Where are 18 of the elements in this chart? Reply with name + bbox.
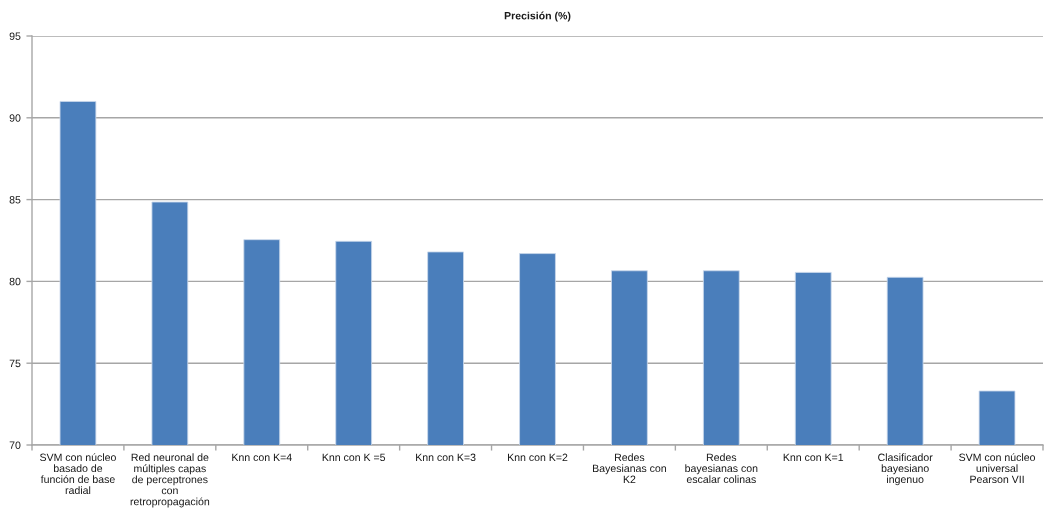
x-tick-label: Knn con K=2: [508, 453, 568, 462]
chart-title: Precisión (%): [504, 11, 571, 22]
x-tick-label: Redes Bayesianas con K2: [593, 453, 666, 483]
x-tick-label: Knn con K =5: [322, 453, 386, 462]
y-tick-label: 70: [9, 441, 21, 449]
x-tick-label: SVM con núcleo basado de función de base radial: [40, 453, 116, 495]
x-tick-label: Knn con K=1: [783, 453, 844, 462]
y-tick-label: 85: [9, 196, 21, 204]
x-tick-label: Knn con K=4: [232, 453, 292, 462]
y-tick-label: 95: [9, 32, 21, 40]
x-tick-label: Red neuronal de múltiples capas de perceptrones con retropropagación: [130, 453, 210, 508]
y-tick-label: 75: [9, 359, 21, 368]
x-tick-label: Clasificador bayesiano ingenuo: [878, 453, 933, 486]
x-tick-label: Knn con K=3: [416, 453, 476, 462]
y-tick-label: 90: [9, 114, 21, 122]
x-tick-label: Redes bayesianas con escalar colinas: [685, 453, 758, 484]
y-tick-label: 80: [9, 277, 21, 286]
x-tick-label: SVM con núcleo universal Pearson VII: [959, 453, 1036, 484]
